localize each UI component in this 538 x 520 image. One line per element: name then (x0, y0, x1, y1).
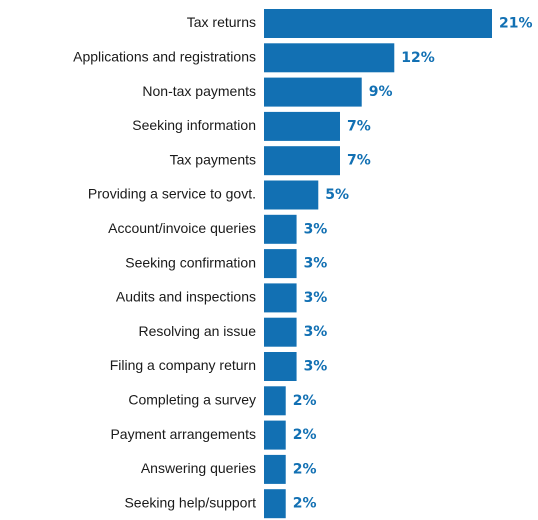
value-label: 3% (304, 359, 328, 375)
bar (264, 9, 492, 38)
category-label: Providing a service to govt. (88, 186, 256, 202)
bar (264, 43, 395, 73)
value-label: 5% (325, 187, 349, 203)
value-label: 21% (499, 16, 533, 32)
value-label: 3% (304, 221, 328, 237)
category-label: Account/invoice queries (108, 220, 256, 236)
category-label: Payment arrangements (110, 426, 256, 442)
bar (264, 489, 286, 519)
bar (264, 214, 297, 244)
category-label: Seeking help/support (124, 494, 256, 510)
bar (264, 386, 286, 416)
bar (264, 420, 286, 450)
category-label: Resolving an issue (138, 323, 256, 339)
bar (264, 454, 286, 484)
value-label: 12% (401, 50, 435, 66)
bar (264, 352, 297, 381)
value-label: 2% (293, 461, 317, 477)
category-label: Answering queries (141, 460, 256, 476)
category-label: Tax payments (170, 151, 256, 167)
value-label: 2% (293, 496, 317, 512)
bar (264, 283, 297, 313)
category-label: Applications and registrations (73, 49, 256, 65)
category-label: Completing a survey (128, 392, 256, 408)
value-label: 2% (293, 393, 317, 409)
bar (264, 111, 340, 141)
value-label: 3% (304, 290, 328, 306)
bar (264, 146, 340, 176)
value-label: 9% (369, 84, 393, 100)
bar (264, 317, 297, 347)
bar (264, 180, 319, 210)
value-label: 7% (347, 118, 371, 134)
category-label: Tax returns (187, 14, 256, 30)
category-label: Non-tax payments (142, 83, 256, 99)
value-label: 7% (347, 153, 371, 169)
category-label: Audits and inspections (116, 289, 256, 305)
bar (264, 77, 362, 107)
value-label: 2% (293, 427, 317, 443)
value-label: 3% (304, 256, 328, 272)
category-label: Filing a company return (110, 357, 256, 373)
value-label: 3% (304, 324, 328, 340)
category-label: Seeking information (132, 117, 256, 133)
bar (264, 249, 297, 279)
category-label: Seeking confirmation (125, 254, 256, 270)
